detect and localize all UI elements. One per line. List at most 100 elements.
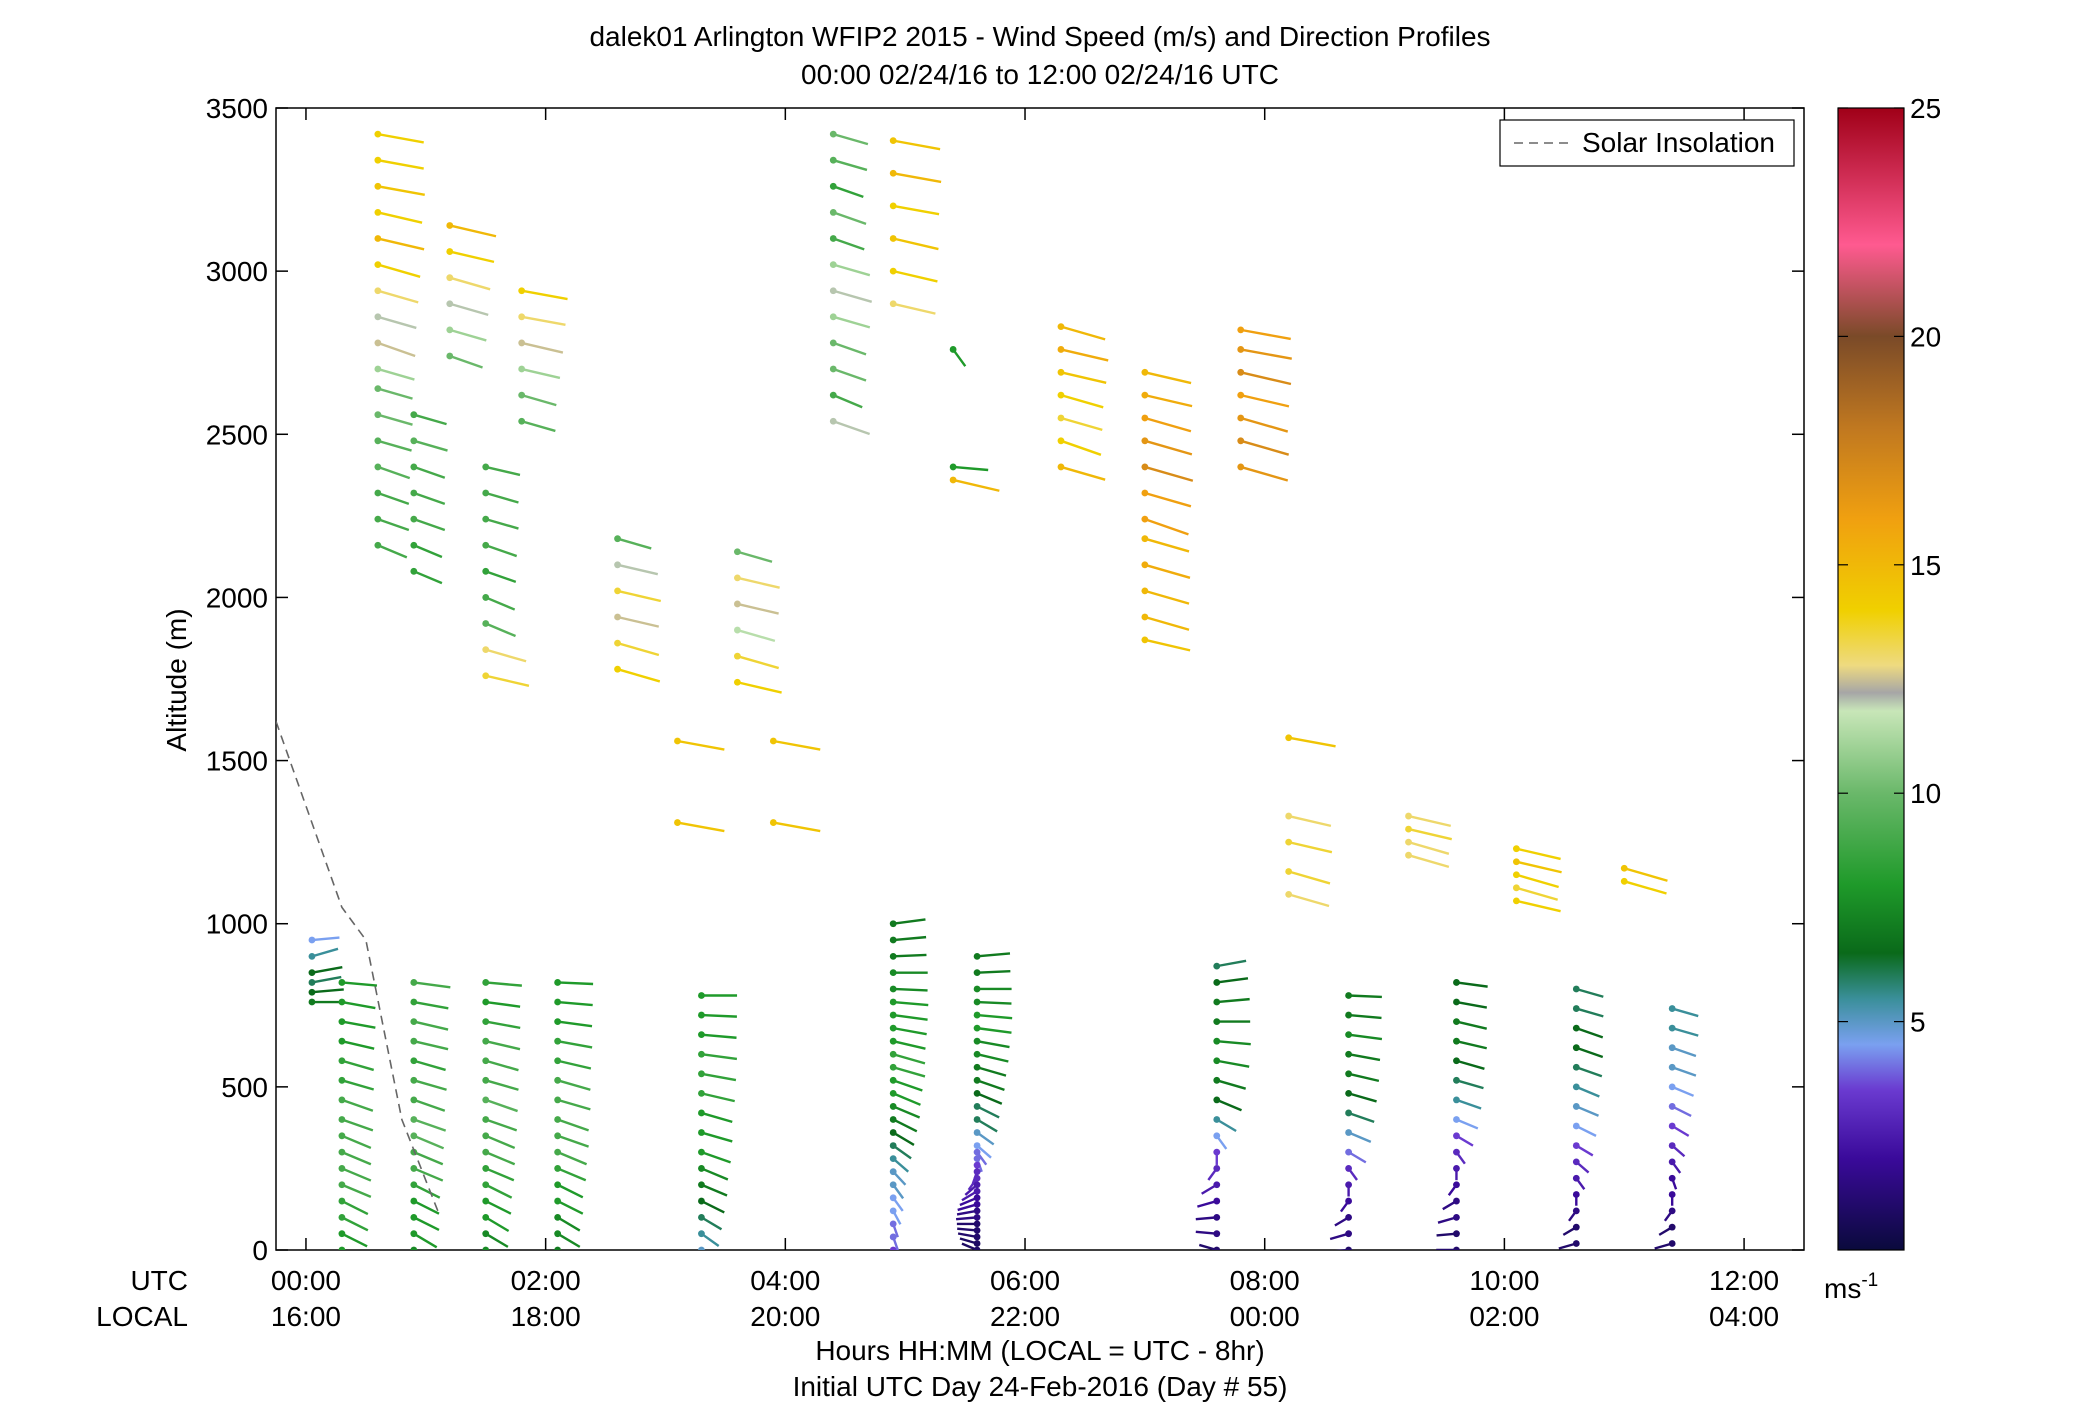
wind-barb-point [1572, 1207, 1580, 1215]
wind-barb-point [698, 1031, 705, 1039]
wind-barb-point [482, 567, 490, 575]
wind-barb-point [1453, 1165, 1460, 1172]
wind-barb-staff [485, 1151, 516, 1166]
wind-barb-staff [1456, 1098, 1482, 1110]
wind-barb-staff [700, 1216, 723, 1231]
wind-barb-point [482, 1230, 490, 1238]
wind-barb-point [1572, 985, 1580, 993]
wind-barb-staff [1455, 1118, 1479, 1130]
wind-barb-point [973, 1037, 981, 1045]
wind-barb-point [829, 261, 837, 269]
wind-barb-point [698, 1011, 705, 1019]
wind-barb-staff [977, 970, 1011, 974]
wind-barb-staff [952, 348, 967, 367]
wind-barb-staff [413, 1098, 446, 1112]
wind-barb-staff [1195, 1216, 1217, 1221]
wind-barb-staff [1623, 867, 1668, 882]
wind-barb-staff [1408, 814, 1452, 828]
wind-barb-point [973, 1187, 981, 1195]
wind-barb-point [1213, 979, 1221, 986]
x-tick-label-utc: 00:00 [271, 1265, 341, 1296]
wind-barb-point [338, 1057, 346, 1065]
wind-barb-point [698, 1246, 705, 1250]
wind-barb-point [410, 1246, 418, 1250]
wind-barb-point [482, 998, 490, 1006]
wind-barb-point [1345, 1165, 1352, 1172]
wind-barb-point [1213, 998, 1221, 1006]
wind-barb-staff [521, 289, 568, 301]
wind-barb-point [410, 1076, 418, 1084]
wind-barb-point [829, 156, 837, 164]
wind-barb-point [1285, 890, 1293, 898]
wind-barb-staff [892, 1079, 923, 1092]
wind-barb-point [614, 665, 621, 673]
wind-barb-point [889, 1207, 897, 1215]
wind-barb-staff [485, 1079, 519, 1091]
wind-barb-point [614, 639, 621, 647]
wind-barb-point [973, 1011, 981, 1019]
wind-barb-staff [1671, 1066, 1697, 1077]
wind-barb-point [482, 1197, 490, 1205]
wind-barb-point [1453, 1213, 1460, 1221]
colorbar-tick-label: 5 [1910, 1007, 1926, 1038]
wind-barb-point [698, 992, 705, 999]
wind-barb-staff [413, 439, 448, 452]
y-tick-label: 1000 [206, 909, 268, 940]
wind-barb-staff [485, 981, 522, 987]
wind-barb-staff [485, 1040, 521, 1051]
wind-barb-staff [700, 1232, 720, 1247]
wind-barb-staff [557, 1249, 560, 1250]
wind-barb-point [698, 1089, 705, 1097]
wind-barb-staff [1456, 1040, 1487, 1050]
wind-barb-point [1453, 1018, 1460, 1025]
wind-barb-staff [892, 269, 938, 283]
wind-barb-point [1285, 812, 1293, 820]
wind-barb-staff [413, 1183, 441, 1199]
wind-barb-point [889, 1037, 897, 1045]
wind-barb-point [1453, 1116, 1460, 1123]
wind-barb-point [446, 352, 454, 360]
wind-barb-point [889, 1155, 897, 1163]
wind-barb-staff [976, 1118, 998, 1133]
wind-barb-staff [1216, 997, 1250, 1004]
wind-barb-staff [413, 1020, 449, 1031]
y-tick-label: 3000 [206, 256, 268, 287]
wind-barb-point [614, 613, 621, 621]
wind-barb-point [1345, 1246, 1352, 1250]
wind-barb-point [554, 1116, 562, 1123]
wind-barb-point [338, 998, 346, 1006]
wind-barb-staff [1144, 491, 1192, 508]
wind-barb-staff [1060, 465, 1106, 481]
wind-barb-staff [377, 132, 424, 144]
wind-barb-staff [976, 952, 1011, 958]
wind-barb-point [482, 463, 490, 471]
wind-barb-point [698, 1070, 705, 1078]
y-axis-label: Altitude (m) [161, 608, 192, 751]
wind-barb-staff [1348, 1013, 1382, 1020]
wind-barb-staff [892, 204, 940, 216]
wind-barb-staff [1216, 1118, 1237, 1133]
wind-barb-staff [485, 1199, 512, 1215]
wind-barb-point [973, 1227, 981, 1234]
wind-barb-staff [377, 439, 412, 452]
wind-barb-staff [377, 159, 424, 170]
wind-barb-point [1668, 1044, 1676, 1052]
wind-barb-point [1213, 1230, 1221, 1238]
wind-barb-staff [377, 263, 421, 278]
wind-barb-point [1453, 1197, 1460, 1205]
wind-barb-point [829, 130, 837, 138]
legend-label: Solar Insolation [1582, 127, 1775, 158]
wind-barb-point [1141, 587, 1149, 595]
wind-barb-staff [413, 1079, 447, 1091]
wind-barb-point [554, 1037, 562, 1045]
wind-barb-point [889, 202, 897, 210]
wind-barb-point [482, 594, 490, 601]
wind-barb-staff [485, 1248, 489, 1250]
wind-barb-point [482, 672, 490, 680]
x-tick-label-utc: 10:00 [1469, 1265, 1539, 1296]
wind-barb-point [338, 1096, 346, 1104]
wind-barb-staff [1060, 325, 1106, 341]
wind-barb-point [973, 1155, 981, 1163]
wind-barb-staff [1348, 1072, 1380, 1083]
wind-barb-staff [377, 517, 410, 532]
